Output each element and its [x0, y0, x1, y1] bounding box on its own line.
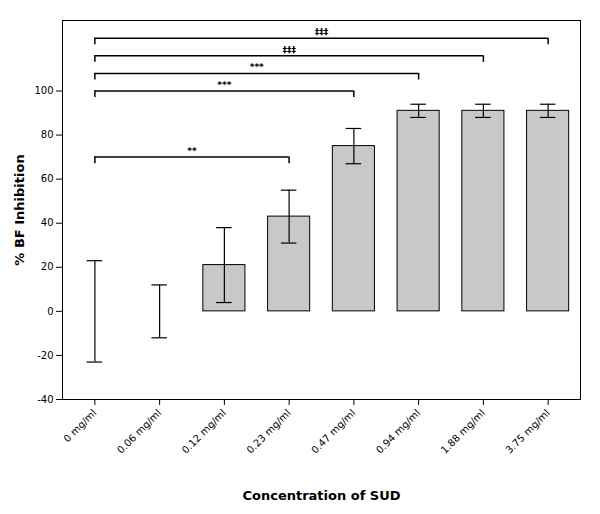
svg-text:***: *** [217, 80, 231, 90]
svg-text:60: 60 [41, 173, 54, 184]
svg-text:0.12 mg/ml: 0.12 mg/ml [180, 407, 228, 455]
svg-text:‡‡‡: ‡‡‡ [282, 45, 296, 55]
svg-text:‡‡‡: ‡‡‡ [315, 27, 329, 37]
svg-text:-40: -40 [37, 394, 53, 405]
svg-text:0 mg/ml: 0 mg/ml [61, 407, 98, 444]
svg-text:**: ** [187, 146, 197, 156]
svg-text:1.88 mg/ml: 1.88 mg/ml [439, 407, 487, 455]
svg-text:0.94 mg/ml: 0.94 mg/ml [374, 407, 422, 455]
svg-text:40: 40 [41, 217, 54, 228]
svg-text:Concentration of SUD: Concentration of SUD [242, 488, 400, 503]
svg-text:0.47 mg/ml: 0.47 mg/ml [309, 407, 357, 455]
svg-text:3.75 mg/ml: 3.75 mg/ml [503, 407, 551, 455]
svg-text:0: 0 [47, 306, 53, 317]
svg-text:0.06 mg/ml: 0.06 mg/ml [115, 407, 163, 455]
svg-text:20: 20 [41, 261, 54, 272]
svg-text:***: *** [250, 62, 264, 72]
svg-text:80: 80 [41, 129, 54, 140]
svg-text:100: 100 [34, 85, 53, 96]
svg-text:0.23 mg/ml: 0.23 mg/ml [244, 407, 292, 455]
svg-text:% BF Inhibition: % BF Inhibition [12, 154, 27, 265]
svg-text:-20: -20 [37, 350, 53, 361]
